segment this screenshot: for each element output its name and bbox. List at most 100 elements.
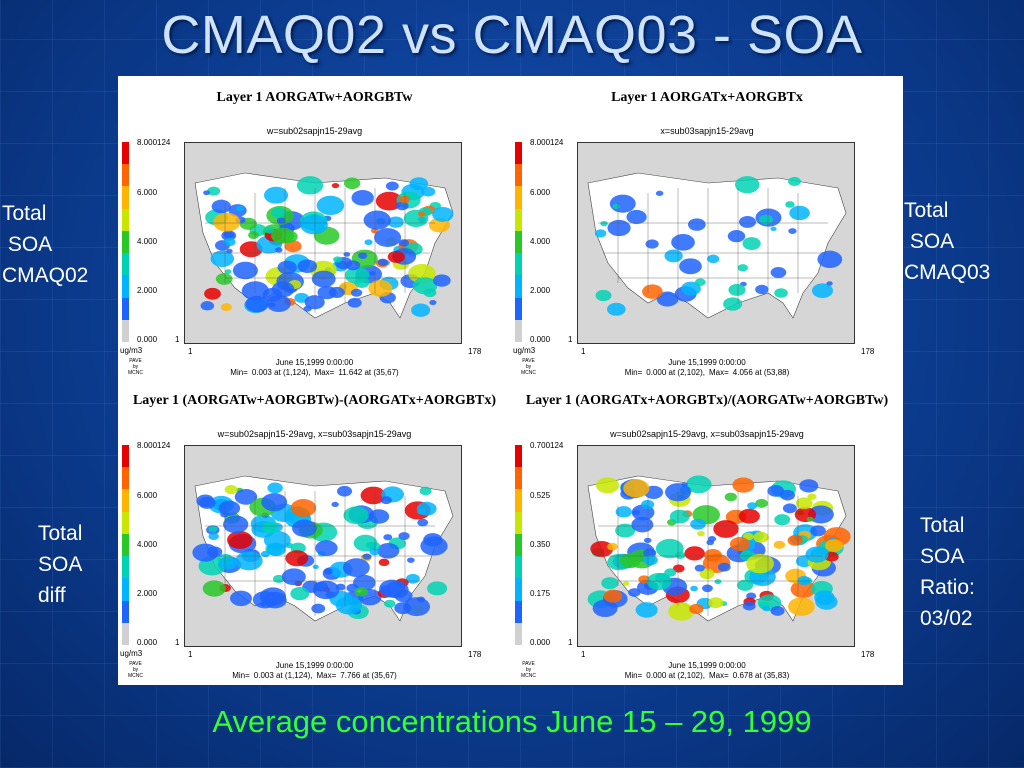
label-total-soa-diff: Total SOA diff — [38, 522, 83, 607]
concentration-blob — [232, 261, 258, 280]
scale-swatch — [122, 445, 129, 468]
date-label: June 15,1999 0:00:00 — [668, 661, 746, 670]
scale-tick: 4.000 — [137, 540, 158, 549]
map-panel-cmaq02: Layer 1 AORGATw+AORGBTw w=sub02sapjn15-2… — [118, 76, 511, 379]
min-max-readout: Min= 0.003 at (1,124), Max= 7.766 at (35,67… — [232, 671, 397, 680]
concentration-blob — [681, 281, 701, 296]
concentration-blob — [303, 305, 312, 312]
scale-swatch — [515, 445, 522, 468]
concentration-blob — [727, 230, 746, 243]
concentration-blob — [669, 509, 690, 524]
grid-col-end: 178 — [861, 650, 875, 659]
concentration-blob — [686, 475, 712, 494]
concentration-blob — [290, 586, 310, 601]
color-scale — [122, 445, 129, 645]
concentration-blob — [779, 489, 796, 501]
concentration-blob — [368, 279, 393, 297]
concentration-blob — [395, 201, 409, 211]
concentration-blob — [220, 303, 232, 312]
scale-swatch — [515, 186, 522, 209]
concentration-blob — [364, 239, 373, 246]
concentration-blob — [787, 535, 803, 546]
concentration-blob — [248, 231, 260, 240]
concentration-blob — [343, 177, 361, 190]
concentration-blob — [770, 267, 787, 278]
slide-title: CMAQ02 vs CMAQ03 - SOA — [161, 5, 863, 65]
concentration-blob — [331, 501, 339, 508]
file-subtitle: w=sub02sapjn15-29avg — [266, 126, 363, 136]
concentration-blob — [615, 506, 632, 518]
concentration-blob — [427, 581, 448, 596]
concentration-blob — [268, 302, 276, 308]
label-total-soa-ratio: Total SOA Ratio: 03/02 — [920, 514, 975, 630]
concentration-blob — [383, 534, 393, 541]
concentration-blob — [261, 521, 279, 534]
concentration-blob — [817, 250, 843, 269]
concentration-blob — [331, 182, 340, 189]
concentration-map — [577, 142, 855, 344]
concentration-blob — [788, 228, 797, 234]
grid-col-start: 1 — [581, 347, 586, 356]
map-field — [194, 172, 454, 319]
concentration-blob — [421, 186, 436, 197]
concentration-blob — [353, 574, 376, 591]
concentration-blob — [387, 250, 405, 263]
scale-swatch — [515, 600, 522, 623]
pave-logo: PAVE by MCNC — [521, 661, 536, 679]
pave-logo: PAVE by MCNC — [521, 358, 536, 376]
concentration-blob — [738, 508, 760, 524]
concentration-blob — [690, 585, 698, 592]
concentration-blob — [377, 258, 389, 266]
concentration-blob — [645, 239, 659, 249]
scale-tick: 0.000 — [137, 335, 158, 344]
concentration-blob — [689, 603, 704, 615]
scale-tick: 4.000 — [137, 237, 158, 246]
grid-col-start: 1 — [581, 650, 586, 659]
concentration-blob — [412, 277, 438, 295]
file-subtitle: w=sub02sapjn15-29avg, x=sub03sapjn15-29a… — [217, 429, 412, 439]
concentration-blob — [363, 210, 391, 230]
concentration-blob — [300, 214, 328, 235]
map-field — [587, 475, 851, 622]
scale-swatch — [122, 467, 129, 490]
concentration-blob — [207, 186, 221, 196]
map-panel-cmaq03: Layer 1 AORGATx+AORGBTx x=sub03sapjn15-2… — [511, 76, 903, 379]
concentration-blob — [432, 206, 454, 222]
concentration-blob — [664, 568, 677, 577]
scale-swatch — [515, 622, 522, 645]
concentration-blob — [204, 287, 221, 300]
scale-tick: 0.000 — [137, 638, 158, 647]
scale-swatch — [122, 142, 129, 165]
concentration-blob — [378, 558, 390, 567]
concentration-blob — [811, 283, 834, 299]
concentration-blob — [641, 499, 655, 510]
concentration-blob — [311, 603, 326, 614]
map-field — [587, 172, 847, 319]
concentration-blob — [387, 216, 404, 228]
concentration-blob — [203, 190, 211, 196]
concentration-blob — [245, 295, 269, 313]
concentration-blob — [655, 538, 684, 559]
concentration-blob — [208, 526, 218, 533]
scale-swatch — [122, 511, 129, 534]
concentration-blob — [609, 194, 636, 213]
concentration-blob — [360, 486, 386, 505]
concentration-blob — [590, 540, 614, 557]
concentration-blob — [343, 506, 369, 525]
concentration-blob — [747, 502, 758, 510]
concentration-blob — [732, 477, 755, 493]
scale-tick: 0.000 — [530, 335, 551, 344]
concentration-blob — [403, 597, 431, 617]
unit-label: ug/m3 — [513, 346, 536, 355]
concentration-blob — [770, 226, 777, 232]
concentration-blob — [215, 273, 233, 285]
concentration-blob — [358, 252, 368, 259]
grid-col-start: 1 — [188, 650, 193, 659]
scale-tick: 6.000 — [530, 188, 551, 197]
concentration-blob — [411, 303, 431, 317]
grid-row-start: 1 — [175, 638, 180, 647]
scale-tick: 6.000 — [137, 188, 158, 197]
concentration-blob — [687, 218, 706, 231]
scale-tick: 4.000 — [530, 237, 551, 246]
concentration-blob — [407, 557, 415, 563]
